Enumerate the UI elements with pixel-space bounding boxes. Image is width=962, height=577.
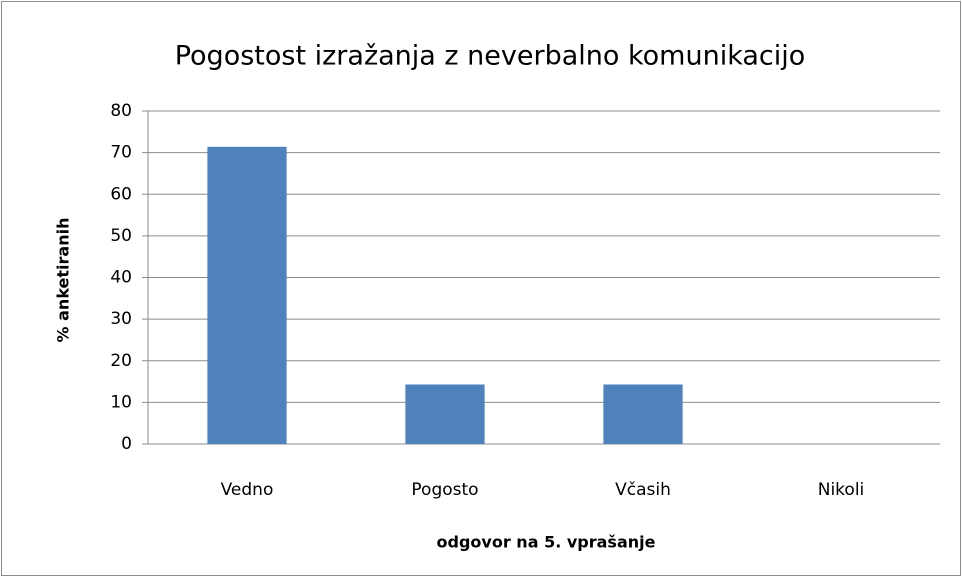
chart-title: Pogostost izražanja z neverbalno komunik… [175,41,806,72]
y-tick-label: 60 [110,184,132,204]
y-tick-label: 0 [121,434,132,454]
y-tick-label: 10 [110,392,132,412]
bar [405,384,485,444]
x-tick-label: Pogosto [411,480,478,500]
y-tick-label: 20 [110,351,132,371]
y-tick-label: 40 [110,268,132,288]
bar [207,146,287,445]
y-axis-label: % anketiranih [54,218,73,343]
y-tick-label: 50 [110,226,132,246]
y-tick-label: 30 [110,309,132,329]
y-tick-label: 80 [110,101,132,121]
bar [603,384,683,444]
x-axis-label: odgovor na 5. vprašanje [437,533,656,552]
x-tick-label: Včasih [615,480,671,500]
y-tick-label: 70 [110,143,132,163]
x-tick-label: Vedno [221,480,274,500]
x-tick-label: Nikoli [818,480,865,500]
